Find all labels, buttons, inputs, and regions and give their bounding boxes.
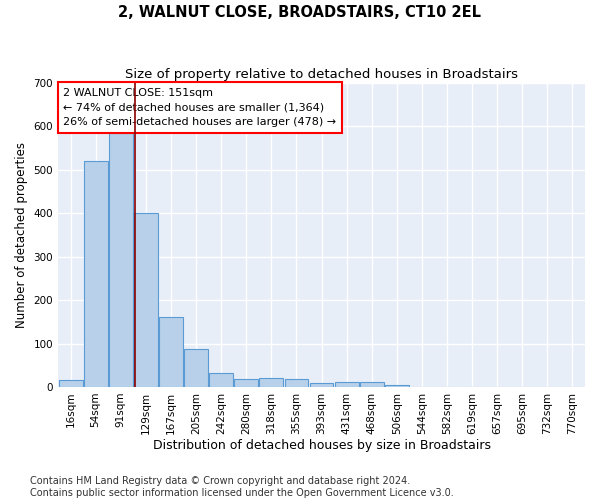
Bar (235, 379, 258, 387)
Bar (134, 214, 158, 387)
Text: 2, WALNUT CLOSE, BROADSTAIRS, CT10 2EL: 2, WALNUT CLOSE, BROADSTAIRS, CT10 2EL (119, 5, 482, 20)
Text: 2 WALNUT CLOSE: 151sqm
← 74% of detached houses are smaller (1,364)
26% of semi-: 2 WALNUT CLOSE: 151sqm ← 74% of detached… (64, 88, 337, 127)
Bar (209, 373, 233, 387)
Bar (284, 379, 308, 387)
Bar (109, 133, 133, 387)
Y-axis label: Number of detached properties: Number of detached properties (15, 142, 28, 328)
Text: Contains HM Land Registry data © Crown copyright and database right 2024.
Contai: Contains HM Land Registry data © Crown c… (30, 476, 454, 498)
Bar (84, 161, 107, 387)
Bar (259, 378, 283, 387)
Bar (335, 382, 359, 387)
Bar (184, 349, 208, 387)
Bar (310, 382, 334, 387)
X-axis label: Distribution of detached houses by size in Broadstairs: Distribution of detached houses by size … (152, 440, 491, 452)
Bar (159, 316, 183, 387)
Title: Size of property relative to detached houses in Broadstairs: Size of property relative to detached ho… (125, 68, 518, 80)
Bar (360, 382, 383, 387)
Bar (385, 385, 409, 387)
Bar (59, 380, 83, 387)
